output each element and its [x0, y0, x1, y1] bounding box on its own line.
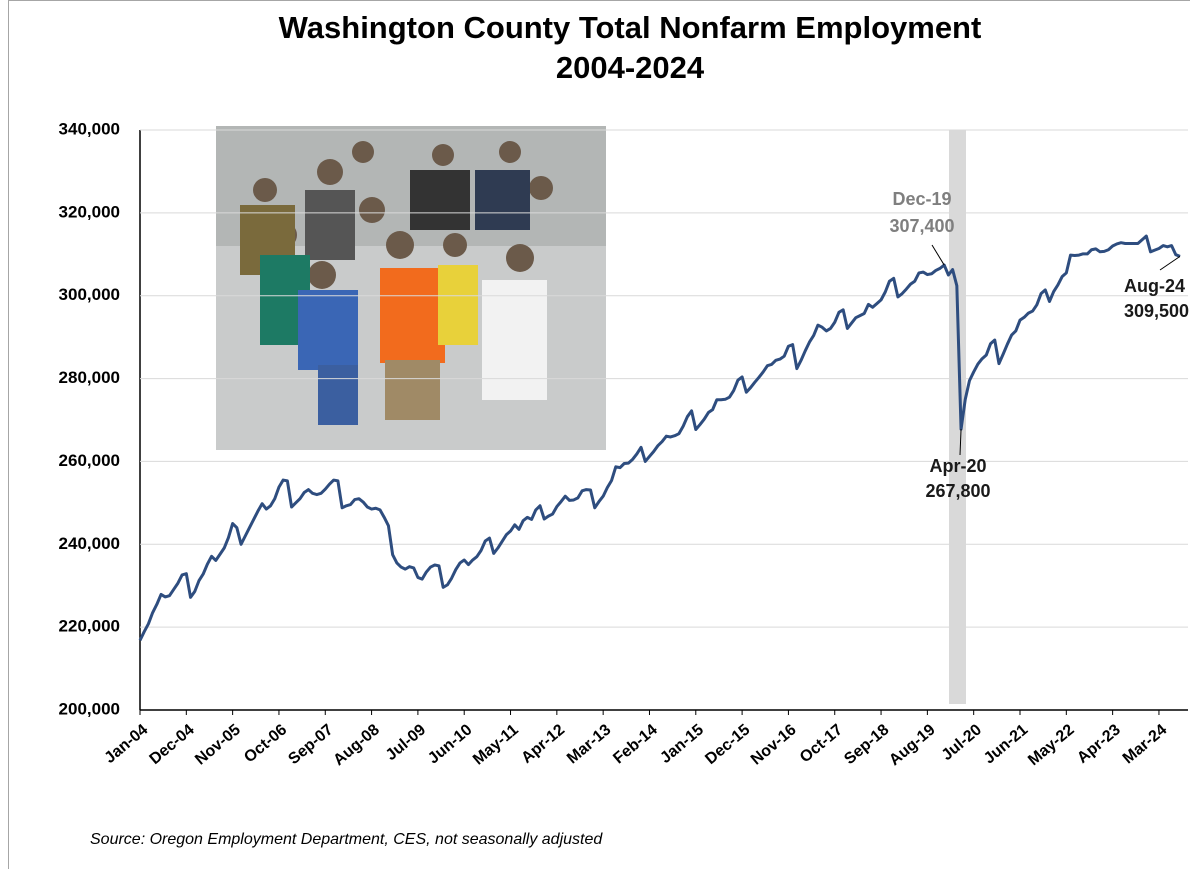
- chart-subtitle: 2004-2024: [556, 50, 705, 85]
- annotation-text: Apr-20: [929, 456, 986, 476]
- x-tick-label: Oct-17: [797, 721, 846, 766]
- chart-title: Washington County Total Nonfarm Employme…: [279, 10, 982, 45]
- x-tick-label: Jul-09: [383, 721, 429, 764]
- source-note: Source: Oregon Employment Department, CE…: [90, 831, 603, 848]
- y-tick-label: 320,000: [59, 202, 120, 221]
- x-tick-label: Nov-16: [748, 721, 800, 768]
- annotation-value: 309,500: [1124, 301, 1189, 321]
- x-tick-label: Mar-24: [1120, 721, 1171, 767]
- annotation-value: 307,400: [889, 216, 954, 236]
- x-tick-label: Sep-07: [285, 721, 336, 768]
- y-tick-label: 280,000: [59, 368, 120, 387]
- x-tick-label: Dec-04: [146, 721, 197, 768]
- x-tick-label: Jan-15: [657, 721, 707, 767]
- annotation-value: 267,800: [925, 481, 990, 501]
- annotation-leader: [1159, 255, 1181, 271]
- x-tick-label: Feb-14: [610, 721, 661, 767]
- x-tick-label: May-11: [470, 721, 522, 768]
- x-tick-label: Aug-08: [330, 721, 383, 769]
- y-tick-label: 300,000: [59, 285, 120, 304]
- annotation-leader: [931, 244, 945, 266]
- annotation-leader: [959, 429, 962, 456]
- y-tick-label: 260,000: [59, 451, 120, 470]
- y-tick-label: 240,000: [59, 534, 120, 553]
- x-tick-label: Jun-10: [425, 721, 476, 767]
- chart-frame: [8, 0, 1190, 869]
- y-tick-label: 200,000: [59, 699, 120, 718]
- x-tick-label: Jun-21: [981, 721, 1032, 767]
- x-tick-label: May-22: [1025, 721, 1078, 769]
- x-tick-label: Dec-15: [702, 721, 753, 768]
- x-tick-label: Jul-20: [939, 721, 985, 764]
- annotation-text: Dec-19: [892, 189, 951, 209]
- x-tick-label: Mar-13: [564, 721, 615, 767]
- x-tick-label: Aug-19: [886, 721, 939, 769]
- x-tick-label: Jan-04: [102, 721, 152, 767]
- x-tick-label: Oct-06: [241, 721, 290, 766]
- x-tick-label: Nov-05: [192, 721, 244, 768]
- y-tick-label: 340,000: [59, 119, 120, 138]
- line-series: [138, 234, 1181, 642]
- x-tick-label: Apr-23: [1074, 721, 1124, 767]
- x-tick-label: Apr-12: [518, 721, 568, 767]
- y-tick-label: 220,000: [59, 617, 120, 636]
- x-tick-label: Sep-18: [841, 721, 892, 768]
- annotation-text: Aug-24: [1124, 276, 1185, 296]
- photo: [216, 126, 606, 450]
